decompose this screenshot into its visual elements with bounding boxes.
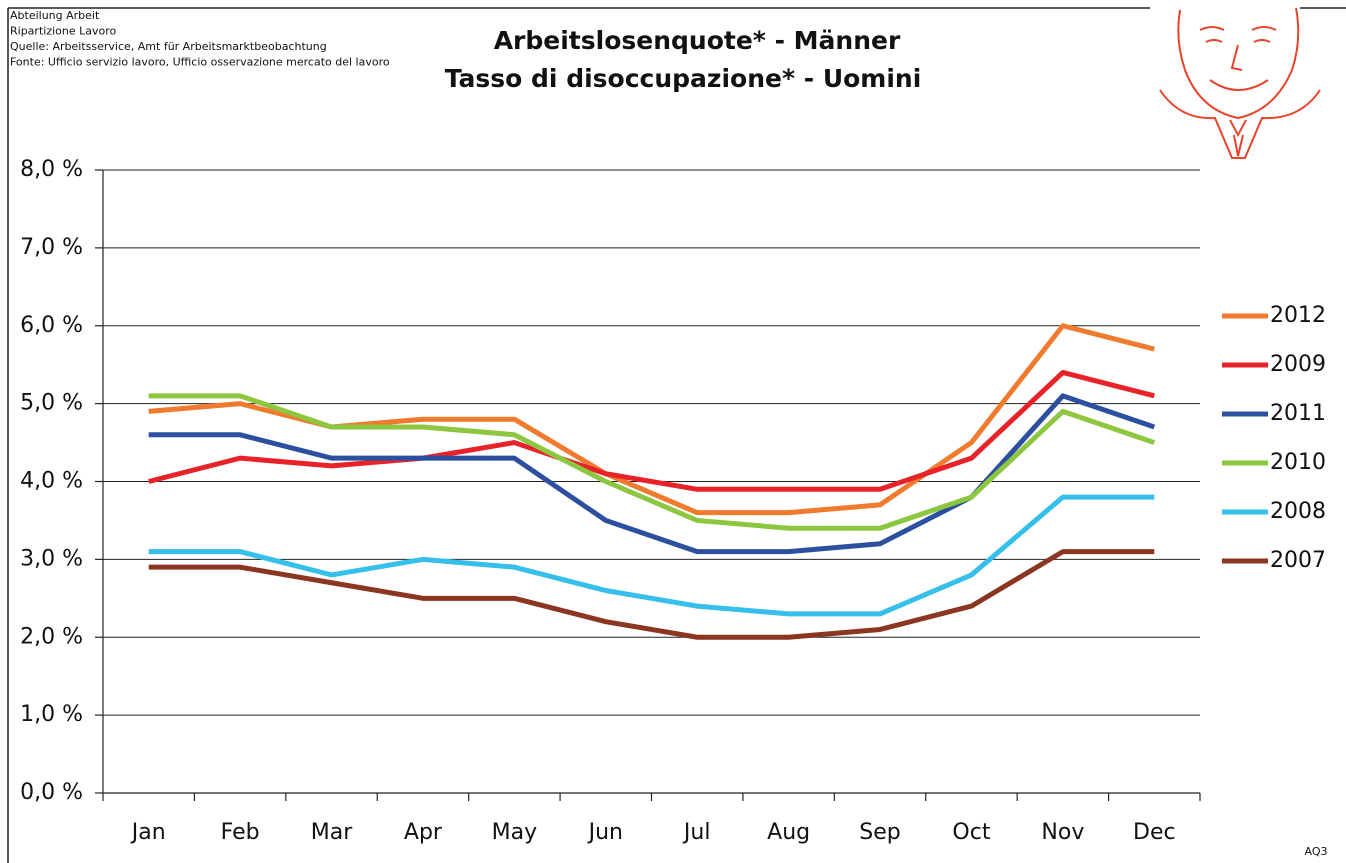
- series-line: [149, 372, 1155, 489]
- x-tick-label: Jul: [682, 820, 711, 845]
- y-tick-label: 4,0 %: [20, 469, 83, 494]
- x-tick-label: Aug: [767, 820, 810, 845]
- y-tick-label: 6,0 %: [20, 313, 83, 338]
- source-note: Abteilung Arbeit: [10, 9, 100, 22]
- x-tick-label: Nov: [1041, 820, 1084, 845]
- y-tick-label: 3,0 %: [20, 546, 83, 571]
- chart-subtitle: Tasso di disoccupazione* - Uomini: [445, 64, 922, 93]
- source-note: Fonte: Ufficio servizio lavoro, Ufficio …: [10, 56, 390, 69]
- legend-label: 2008: [1270, 499, 1326, 524]
- source-note: Quelle: Arbeitsservice, Amt für Arbeitsm…: [10, 40, 327, 53]
- footnote: AQ3: [1305, 845, 1328, 858]
- y-tick-label: 0,0 %: [20, 780, 83, 805]
- legend-label: 2012: [1270, 303, 1326, 328]
- x-tick-label: May: [492, 820, 537, 845]
- legend-label: 2007: [1270, 548, 1326, 573]
- y-tick-label: 8,0 %: [20, 157, 83, 182]
- x-tick-label: Mar: [311, 820, 353, 845]
- x-tick-label: Jan: [130, 820, 166, 845]
- x-tick-label: Sep: [859, 820, 900, 845]
- x-tick-label: Apr: [404, 820, 443, 845]
- legend-label: 2009: [1270, 352, 1326, 377]
- x-tick-label: Oct: [952, 820, 990, 845]
- x-tick-label: Dec: [1133, 820, 1176, 845]
- face-illustration: [1160, 8, 1320, 158]
- chart-title: Arbeitslosenquote* - Männer: [494, 26, 901, 55]
- chart: Arbeitslosenquote* - Männer Tasso di dis…: [0, 0, 1346, 863]
- series-line: [149, 497, 1155, 614]
- y-tick-label: 1,0 %: [20, 702, 83, 727]
- y-tick-label: 7,0 %: [20, 235, 83, 260]
- x-tick-label: Jun: [587, 820, 623, 845]
- legend-label: 2010: [1270, 450, 1326, 475]
- y-tick-label: 2,0 %: [20, 624, 83, 649]
- y-tick-label: 5,0 %: [20, 391, 83, 416]
- x-tick-label: Feb: [221, 820, 260, 845]
- legend-label: 2011: [1270, 401, 1326, 426]
- series-line: [149, 326, 1155, 513]
- source-note: Ripartizione Lavoro: [10, 25, 116, 38]
